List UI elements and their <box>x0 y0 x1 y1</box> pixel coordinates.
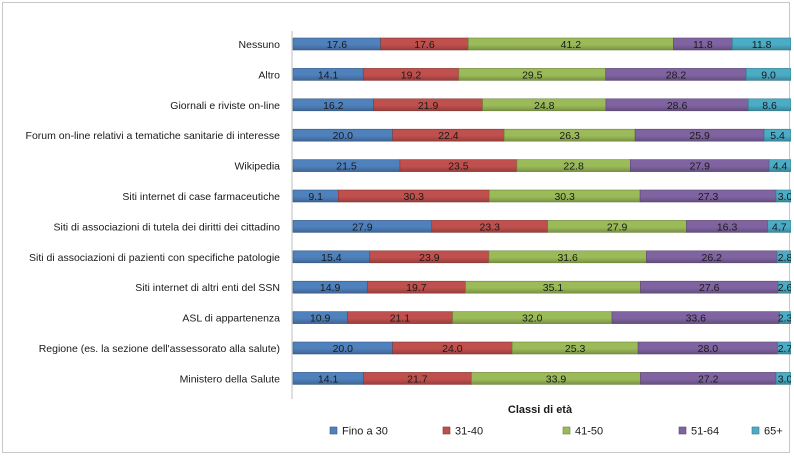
data-label: 11.8 <box>693 39 713 51</box>
category-label: Wikipedia <box>234 161 280 173</box>
legend: Classi di età Fino a 30 31-40 41-50 51-64 65… <box>329 404 783 438</box>
data-label: 29.5 <box>522 69 543 81</box>
data-label: 28.2 <box>666 69 687 81</box>
data-label: 21.9 <box>418 100 439 112</box>
legend-swatch <box>442 426 451 435</box>
data-label: 4.4 <box>773 161 788 173</box>
legend-entry: Fino a 30 <box>342 426 388 438</box>
data-label: 26.3 <box>559 130 580 142</box>
data-label: 28.6 <box>667 100 688 112</box>
data-label: 33.9 <box>546 373 567 385</box>
data-label: 9.0 <box>761 69 776 81</box>
category-label: Siti di associazioni di tutela dei dirit… <box>54 221 281 233</box>
category-label: Regione (es. la sezione dell'assessorato… <box>39 343 280 355</box>
bar-segment <box>779 311 791 324</box>
data-label: 20.0 <box>333 130 354 142</box>
stacked-bar-chart: 17.6 17.6 41.2 11.8 11.8 14.1 19.2 29.5 28.2 9.0 1… <box>26 31 791 438</box>
category-label: Siti internet di case farmaceutiche <box>122 191 280 203</box>
data-label: 33.6 <box>686 313 707 325</box>
data-label: 30.3 <box>404 191 425 203</box>
data-label: 10.9 <box>310 313 331 325</box>
legend-entry: 51-64 <box>691 426 719 438</box>
data-label: 22.4 <box>438 130 459 142</box>
data-label: 9.1 <box>308 191 323 203</box>
data-label: 17.6 <box>327 39 348 51</box>
data-label: 21.5 <box>336 161 357 173</box>
category-label: Siti internet di altri enti del SSN <box>135 282 280 294</box>
bars-layer: 17.6 17.6 41.2 11.8 11.8 14.1 19.2 29.5 28.2 9.0 1… <box>292 37 791 385</box>
data-label: 27.9 <box>607 221 628 233</box>
data-label: 16.2 <box>323 100 344 112</box>
data-label: 27.9 <box>352 221 373 233</box>
legend-title: Classi di età <box>508 404 573 416</box>
data-label: 2.7 <box>778 343 791 355</box>
data-label: 2.3 <box>778 313 791 325</box>
data-label: 14.1 <box>318 69 339 81</box>
data-label: 24.8 <box>534 100 555 112</box>
bar-segment <box>747 98 791 112</box>
data-label: 4.7 <box>772 221 787 233</box>
data-label: 3.0 <box>778 373 791 385</box>
data-label: 35.1 <box>543 282 564 294</box>
data-label: 28.0 <box>698 343 719 355</box>
category-label: ASL di appartenenza <box>182 313 280 325</box>
data-label: 15.4 <box>321 252 342 264</box>
category-label: Ministero della Salute <box>180 373 281 385</box>
data-label: 16.3 <box>717 221 738 233</box>
data-label: 25.3 <box>565 343 586 355</box>
data-label: 8.6 <box>762 100 777 112</box>
data-label: 3.0 <box>778 191 791 203</box>
data-label: 19.7 <box>406 282 427 294</box>
legend-swatch <box>751 426 760 435</box>
data-label: 21.1 <box>390 313 411 325</box>
legend-swatch <box>678 426 687 435</box>
data-label: 2.8 <box>778 252 791 264</box>
category-label: Nessuno <box>239 39 281 51</box>
legend-swatch <box>329 426 338 435</box>
data-label: 30.3 <box>554 191 575 203</box>
data-label: 23.5 <box>448 161 469 173</box>
legend-entry: 65+ <box>764 426 783 438</box>
category-label: Forum on-line relativi a tematiche sanit… <box>26 130 281 142</box>
data-label: 27.2 <box>698 373 719 385</box>
data-label: 26.2 <box>702 252 723 264</box>
category-labels: Nessuno Altro Giornali e riviste on-line Fo… <box>26 39 281 385</box>
legend-swatch <box>562 426 571 435</box>
data-label: 23.3 <box>480 221 501 233</box>
category-label: Siti di associazioni di pazienti con spe… <box>29 252 280 264</box>
data-label: 27.6 <box>699 282 720 294</box>
data-label: 20.0 <box>333 343 354 355</box>
legend-entry: 31-40 <box>455 426 483 438</box>
data-label: 14.9 <box>320 282 341 294</box>
data-label: 11.8 <box>752 39 772 51</box>
data-label: 21.7 <box>407 373 428 385</box>
data-label: 14.1 <box>318 373 339 385</box>
data-label: 31.6 <box>557 252 578 264</box>
data-label: 5.4 <box>770 130 785 142</box>
data-label: 19.2 <box>401 69 422 81</box>
data-label: 27.3 <box>698 191 719 203</box>
category-label: Altro <box>258 69 280 81</box>
data-label: 24.0 <box>442 343 463 355</box>
data-label: 2.6 <box>778 282 791 294</box>
data-label: 27.9 <box>689 161 710 173</box>
data-label: 25.9 <box>689 130 710 142</box>
data-label: 23.9 <box>419 252 440 264</box>
legend-entry: 41-50 <box>575 426 603 438</box>
data-label: 41.2 <box>561 39 582 51</box>
data-label: 32.0 <box>522 313 543 325</box>
data-label: 17.6 <box>414 39 435 51</box>
data-label: 22.8 <box>563 161 584 173</box>
category-label: Giornali e riviste on-line <box>170 100 280 112</box>
